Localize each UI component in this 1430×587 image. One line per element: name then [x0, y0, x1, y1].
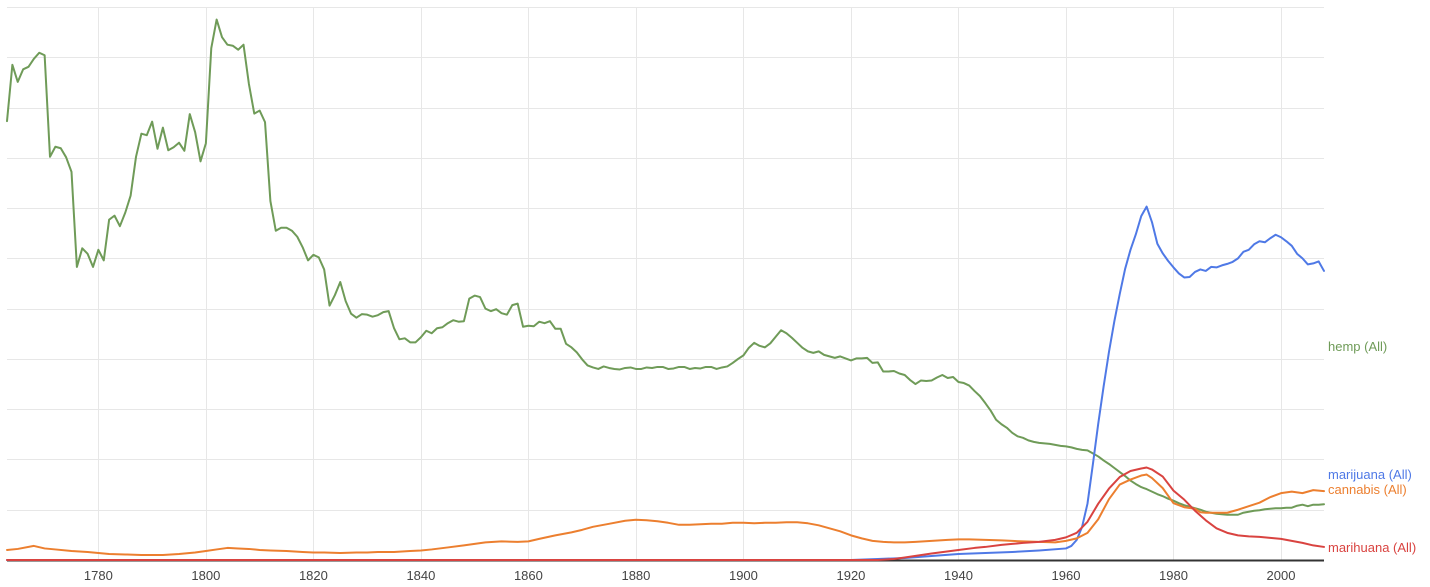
x-tick-label-7: 1920 — [836, 568, 865, 582]
x-tick-label-6: 1900 — [729, 568, 758, 582]
x-tick-label-2: 1820 — [299, 568, 328, 582]
legend-cannabis[interactable]: cannabis (All) — [1328, 482, 1407, 497]
x-tick-label-0: 1780 — [84, 568, 113, 582]
x-tick-label-1: 1800 — [191, 568, 220, 582]
series-line-marihuana[interactable] — [6, 466, 1325, 561]
legend-hemp[interactable]: hemp (All) — [1328, 339, 1387, 354]
series-line-marijuana[interactable] — [6, 205, 1325, 561]
x-tick-label-3: 1840 — [406, 568, 435, 582]
legend-marihuana[interactable]: marihuana (All) — [1328, 540, 1416, 555]
x-tick-label-4: 1860 — [514, 568, 543, 582]
x-tick-label-8: 1940 — [944, 568, 973, 582]
series-line-cannabis[interactable] — [6, 473, 1325, 556]
x-tick-label-9: 1960 — [1052, 568, 1081, 582]
legend-marijuana[interactable]: marijuana (All) — [1328, 467, 1412, 482]
series-layer — [6, 18, 1325, 561]
x-tick-label-11: 2000 — [1267, 568, 1296, 582]
axis-layer: 1780 1800 1820 1840 1860 1880 1900 1920 1940 1960… — [7, 559, 1324, 583]
legend-layer: hemp (All) marijuana (All)cannabis (All) m… — [1328, 339, 1416, 555]
x-tick-label-10: 1980 — [1159, 568, 1188, 582]
grid-layer — [7, 7, 1324, 560]
x-tick-label-5: 1880 — [621, 568, 650, 582]
series-line-hemp[interactable] — [6, 18, 1325, 516]
